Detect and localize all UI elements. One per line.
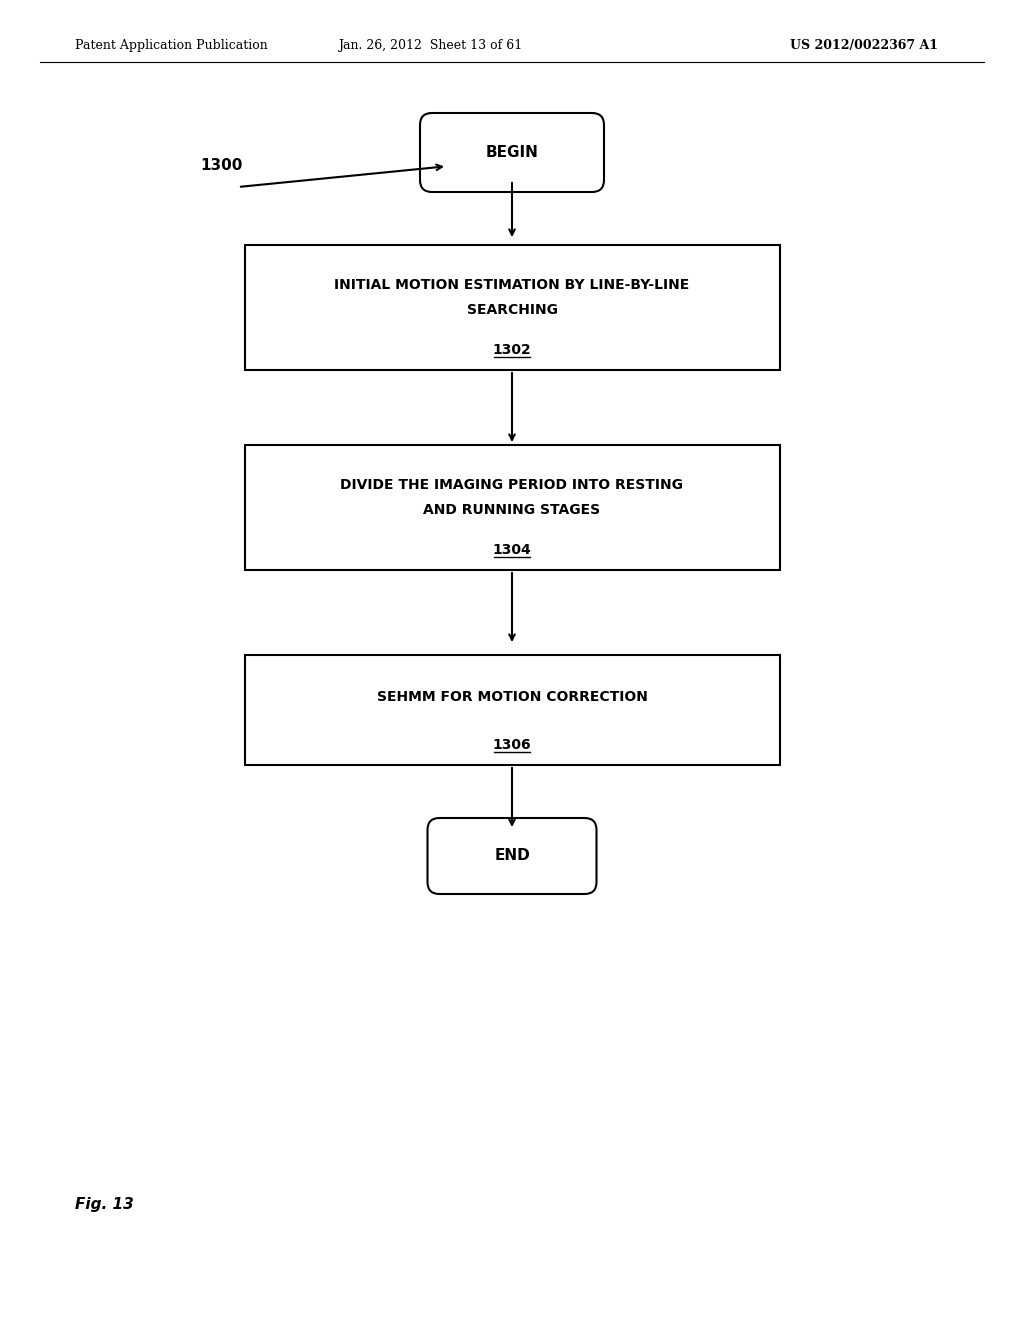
Text: DIVIDE THE IMAGING PERIOD INTO RESTING: DIVIDE THE IMAGING PERIOD INTO RESTING (341, 478, 683, 492)
FancyBboxPatch shape (420, 114, 604, 191)
Text: Jan. 26, 2012  Sheet 13 of 61: Jan. 26, 2012 Sheet 13 of 61 (338, 38, 522, 51)
Text: Patent Application Publication: Patent Application Publication (75, 38, 267, 51)
Text: 1300: 1300 (200, 157, 243, 173)
FancyBboxPatch shape (245, 246, 780, 370)
Text: 1302: 1302 (493, 343, 531, 356)
Text: BEGIN: BEGIN (485, 145, 539, 160)
Text: 1304: 1304 (493, 543, 531, 557)
Text: INITIAL MOTION ESTIMATION BY LINE-BY-LINE: INITIAL MOTION ESTIMATION BY LINE-BY-LIN… (335, 279, 689, 292)
FancyBboxPatch shape (245, 655, 780, 766)
Text: SEHMM FOR MOTION CORRECTION: SEHMM FOR MOTION CORRECTION (377, 690, 647, 704)
Text: AND RUNNING STAGES: AND RUNNING STAGES (424, 503, 600, 517)
Text: END: END (495, 849, 529, 863)
Text: SEARCHING: SEARCHING (467, 304, 557, 317)
FancyBboxPatch shape (245, 445, 780, 570)
Text: US 2012/0022367 A1: US 2012/0022367 A1 (790, 38, 938, 51)
Text: Fig. 13: Fig. 13 (75, 1197, 134, 1213)
FancyBboxPatch shape (427, 818, 597, 894)
Text: 1306: 1306 (493, 738, 531, 752)
